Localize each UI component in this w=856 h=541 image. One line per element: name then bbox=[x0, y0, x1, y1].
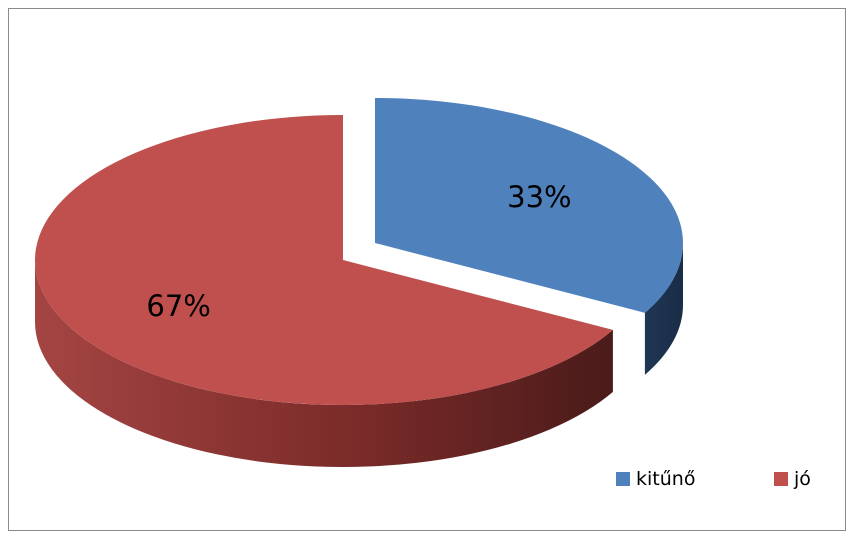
legend-item-jo: jó bbox=[774, 468, 811, 490]
legend-label: jó bbox=[793, 468, 811, 490]
pie-slice-top bbox=[375, 98, 683, 313]
pie-slice-jo bbox=[34, 115, 613, 467]
legend-item-kituno: kitűnő bbox=[616, 468, 695, 490]
legend-label: kitűnő bbox=[636, 468, 695, 490]
legend-swatch bbox=[774, 472, 788, 486]
data-label-kituno: 33% bbox=[507, 180, 571, 214]
pie-slice-kituno bbox=[375, 98, 683, 375]
pie-slice-side bbox=[644, 243, 683, 375]
data-label-jo: 67% bbox=[146, 289, 210, 323]
pie-slice-side bbox=[35, 260, 613, 467]
pie-slice-top bbox=[34, 115, 613, 405]
legend-swatch bbox=[616, 472, 630, 486]
